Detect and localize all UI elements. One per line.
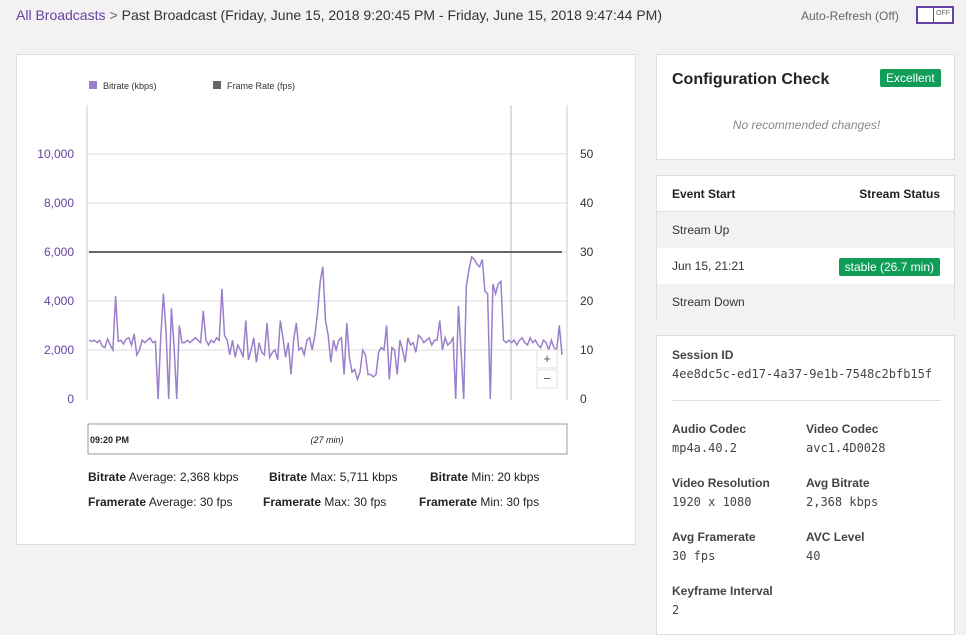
avg-framerate-value: 30 fps	[672, 549, 716, 563]
video-resolution-value: 1920 x 1080	[672, 495, 752, 509]
zoom-in-icon: +	[543, 351, 551, 366]
status-badge: Excellent	[880, 69, 941, 87]
time-range-navigator[interactable]: 09:20 PM (27 min)	[87, 423, 568, 455]
page-title: Past Broadcast (Friday, June 15, 2018 9:…	[121, 7, 663, 23]
framerate-max-stat: Framerate Max: 30 fps	[263, 495, 387, 509]
table-row: Stream Down	[657, 284, 954, 320]
auto-refresh-toggle[interactable]: OFF	[916, 6, 954, 24]
bitrate-min-stat: Bitrate Min: 20 kbps	[430, 470, 540, 484]
bitrate-framerate-chart: Bitrate (kbps) Frame Rate (fps) 0 2,000 4,…	[37, 81, 594, 455]
y-left-tick-label: 10,000	[37, 147, 74, 161]
breadcrumb-all-broadcasts[interactable]: All Broadcasts	[16, 7, 106, 23]
legend-framerate-label: Frame Rate (fps)	[227, 81, 295, 91]
table-row: Stream Up	[657, 212, 954, 248]
avg-framerate-label: Avg Framerate	[672, 530, 756, 544]
audio-codec-label: Audio Codec	[672, 422, 746, 436]
configuration-check-message: No recommended changes!	[732, 118, 881, 132]
zoom-in-button[interactable]: +	[536, 349, 558, 369]
toggle-knob	[918, 8, 934, 22]
y-left-tick-label: 4,000	[44, 294, 74, 308]
divider	[672, 400, 941, 401]
status-badge: stable (26.7 min)	[838, 258, 940, 276]
event-label: Jun 15, 21:21	[672, 259, 745, 273]
legend-framerate-swatch	[213, 81, 221, 89]
toggle-state-text: OFF	[936, 10, 950, 17]
table-header: Event Start Stream Status	[657, 176, 954, 212]
audio-codec-value: mp4a.40.2	[672, 441, 738, 455]
event-label: Stream Up	[672, 223, 730, 237]
configuration-check-title: Configuration Check	[672, 71, 830, 88]
auto-refresh-label: Auto-Refresh (Off)	[801, 9, 899, 23]
legend-bitrate-swatch	[89, 81, 97, 89]
keyframe-interval-value: 2	[672, 603, 680, 617]
y-left-tick-label: 6,000	[44, 245, 74, 259]
table-row: Jun 15, 21:21 stable (26.7 min)	[657, 248, 954, 284]
session-info-panel: Session ID 4ee8dc5c-ed17-4a37-9e1b-7548c…	[656, 335, 955, 635]
bitrate-series-line	[88, 255, 563, 400]
y-left-tick-label: 2,000	[44, 343, 74, 357]
video-resolution-label: Video Resolution	[672, 476, 770, 490]
framerate-average-stat: Framerate Average: 30 fps	[88, 495, 233, 509]
event-label: Stream Down	[672, 295, 745, 309]
y-left-tick-label: 8,000	[44, 196, 74, 210]
video-codec-value: avc1.4D0028	[806, 441, 886, 455]
avg-bitrate-value: 2,368 kbps	[806, 495, 879, 509]
zoom-out-button[interactable]: −	[536, 369, 558, 389]
y-left-tick-label: 0	[67, 392, 74, 406]
event-start-header: Event Start	[672, 187, 736, 201]
chart-panel: Bitrate (kbps) Frame Rate (fps) 0 2,000 4,…	[16, 54, 636, 545]
stream-events-table: Event Start Stream Status Stream Up Jun …	[656, 175, 955, 320]
framerate-min-stat: Framerate Min: 30 fps	[419, 495, 540, 509]
keyframe-interval-label: Keyframe Interval	[672, 584, 773, 598]
zoom-out-icon: −	[543, 371, 551, 386]
session-id-label: Session ID	[672, 348, 734, 362]
avg-bitrate-label: Avg Bitrate	[806, 476, 870, 490]
bitrate-average-stat: Bitrate Average: 2,368 kbps	[88, 470, 239, 484]
y-right-tick-label: 30	[580, 245, 594, 259]
y-right-tick-label: 0	[580, 392, 587, 406]
breadcrumb-separator: >	[109, 7, 118, 23]
navigator-duration: (27 min)	[310, 435, 343, 445]
navigator-start-time: 09:20 PM	[90, 435, 129, 445]
session-id-value: 4ee8dc5c-ed17-4a37-9e1b-7548c2bfb15f	[672, 367, 933, 381]
bitrate-max-stat: Bitrate Max: 5,711 kbps	[269, 470, 398, 484]
y-right-tick-label: 10	[580, 343, 594, 357]
configuration-check-panel: Configuration Check Excellent No recomme…	[656, 54, 955, 160]
y-right-tick-label: 40	[580, 196, 594, 210]
avc-level-label: AVC Level	[806, 530, 865, 544]
y-right-tick-label: 50	[580, 147, 594, 161]
video-codec-label: Video Codec	[806, 422, 879, 436]
y-right-tick-label: 20	[580, 294, 594, 308]
breadcrumb: All Broadcasts > Past Broadcast (Friday, J…	[16, 7, 662, 23]
stream-status-header: Stream Status	[859, 187, 940, 201]
avc-level-value: 40	[806, 549, 821, 563]
legend-bitrate-label: Bitrate (kbps)	[103, 81, 157, 91]
